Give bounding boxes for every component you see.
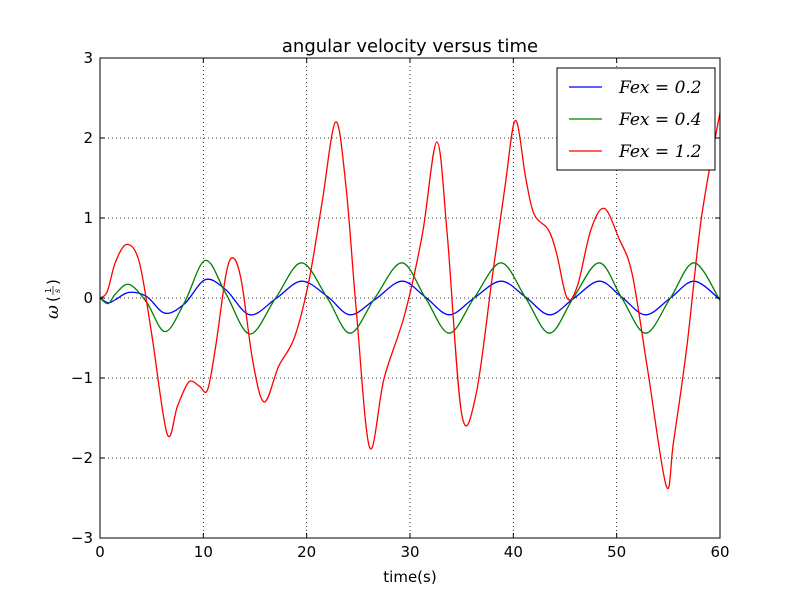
y-tick-label: 1 bbox=[83, 209, 93, 227]
series-line-2 bbox=[99, 259, 721, 335]
x-axis-label: time(s) bbox=[383, 568, 436, 586]
legend-label: Fex = 0.4 bbox=[618, 110, 702, 130]
x-tick-label: 50 bbox=[607, 543, 626, 561]
legend-label: Fex = 0.2 bbox=[618, 78, 702, 98]
x-tick-label: 0 bbox=[95, 543, 105, 561]
svg-text:ω: ω bbox=[43, 305, 63, 319]
x-tick-label: 20 bbox=[297, 543, 316, 561]
series-lines bbox=[99, 112, 721, 490]
svg-text:s: s bbox=[53, 289, 62, 293]
legend: Fex = 0.2 Fex = 0.4 Fex = 1.2 bbox=[556, 67, 716, 171]
y-tick-label: 3 bbox=[83, 49, 93, 67]
y-tick-label: −2 bbox=[71, 449, 93, 467]
y-tick-label: −1 bbox=[71, 369, 93, 387]
svg-text:): ) bbox=[44, 279, 62, 285]
series-line-1 bbox=[99, 278, 721, 316]
legend-label: Fex = 1.2 bbox=[618, 142, 702, 162]
chart-title: angular velocity versus time bbox=[282, 36, 538, 57]
series-line-3 bbox=[99, 112, 721, 490]
axis-ticks: 0 10 20 30 40 50 60 −3 −2 −1 0 1 2 3 bbox=[71, 49, 730, 561]
x-tick-label: 40 bbox=[504, 543, 523, 561]
x-tick-label: 60 bbox=[710, 543, 729, 561]
y-tick-label: 0 bbox=[83, 289, 93, 307]
x-tick-label: 30 bbox=[400, 543, 419, 561]
y-axis-label: ω ( 1 s ) bbox=[43, 279, 63, 319]
svg-text:1: 1 bbox=[44, 288, 53, 293]
y-tick-label: 2 bbox=[83, 129, 93, 147]
svg-text:(: ( bbox=[44, 296, 62, 302]
y-tick-label: −3 bbox=[71, 529, 93, 547]
x-tick-label: 10 bbox=[194, 543, 213, 561]
